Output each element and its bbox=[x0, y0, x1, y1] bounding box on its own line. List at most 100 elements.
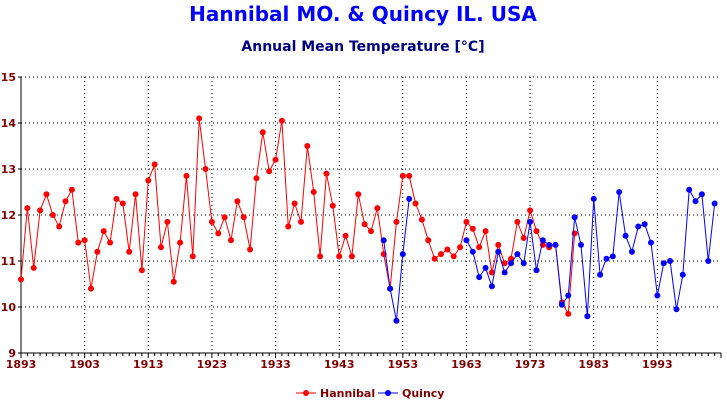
quincy-data-point bbox=[520, 260, 527, 267]
y-tick-label: 13 bbox=[1, 163, 16, 176]
hannibal-data-point bbox=[406, 172, 413, 179]
hannibal-line-segment bbox=[262, 132, 270, 172]
quincy-data-point bbox=[482, 264, 489, 271]
quincy-data-point bbox=[571, 214, 578, 221]
hannibal-data-point bbox=[88, 285, 94, 292]
hannibal-data-point bbox=[37, 207, 44, 214]
hannibal-data-point bbox=[565, 310, 572, 317]
quincy-data-point bbox=[558, 301, 565, 308]
hannibal-data-point bbox=[119, 200, 126, 207]
quincy-data-point bbox=[641, 221, 648, 228]
hannibal-line-segment bbox=[249, 178, 257, 250]
hannibal-line-segment bbox=[485, 231, 493, 273]
hannibal-data-point bbox=[361, 221, 368, 228]
quincy-data-point bbox=[667, 258, 674, 264]
quincy-data-point bbox=[488, 283, 495, 290]
hannibal-data-point bbox=[151, 161, 158, 168]
hannibal-line-segment bbox=[427, 240, 436, 259]
hannibal-data-point bbox=[393, 218, 400, 225]
hannibal-line-segment bbox=[122, 203, 130, 252]
x-tick-label: 1903 bbox=[69, 358, 100, 371]
hannibal-line-segment bbox=[109, 198, 117, 243]
hannibal-line-segment bbox=[135, 194, 143, 271]
x-tick-label: 1913 bbox=[133, 358, 164, 371]
quincy-data-point bbox=[565, 292, 572, 299]
hannibal-line-segment bbox=[205, 168, 213, 222]
quincy-line-segment bbox=[656, 263, 665, 296]
hannibal-data-point bbox=[469, 225, 476, 232]
quincy-data-point bbox=[597, 271, 604, 278]
hannibal-line-segment bbox=[71, 189, 79, 243]
hannibal-line-segment bbox=[351, 194, 359, 257]
quincy-line-segment bbox=[612, 191, 620, 257]
hannibal-data-point bbox=[310, 189, 317, 195]
x-tick-label: 1993 bbox=[642, 358, 673, 371]
quincy-data-point bbox=[527, 218, 534, 225]
quincy-line-segment bbox=[567, 217, 576, 296]
x-tick-label: 1953 bbox=[388, 358, 419, 371]
hannibal-data-point bbox=[75, 239, 82, 246]
quincy-data-point bbox=[380, 237, 387, 244]
hannibal-line-segment bbox=[20, 208, 28, 280]
legend-swatch-marker bbox=[303, 390, 309, 396]
quincy-series bbox=[380, 186, 718, 324]
quincy-line-segment bbox=[555, 244, 563, 305]
hannibal-data-point bbox=[158, 244, 164, 251]
hannibal-data-point bbox=[304, 143, 311, 149]
hannibal-data-point bbox=[253, 175, 260, 182]
x-tick-label: 1933 bbox=[260, 358, 291, 371]
quincy-data-point bbox=[673, 306, 680, 313]
hannibal-line-segment bbox=[281, 120, 289, 227]
quincy-line-segment bbox=[574, 217, 582, 246]
hannibal-data-point bbox=[240, 214, 247, 221]
quincy-data-point bbox=[508, 260, 514, 267]
quincy-line-segment bbox=[389, 288, 397, 321]
hannibal-line-segment bbox=[319, 173, 327, 257]
hannibal-data-point bbox=[113, 195, 120, 202]
hannibal-data-point bbox=[444, 246, 451, 253]
hannibal-line-segment bbox=[472, 228, 480, 248]
hannibal-data-point bbox=[450, 253, 457, 260]
hannibal-line-segment bbox=[523, 210, 531, 239]
hannibal-data-point bbox=[107, 239, 114, 246]
quincy-line-segment bbox=[485, 267, 493, 287]
quincy-line-segment bbox=[650, 242, 658, 296]
hannibal-data-point bbox=[399, 172, 406, 179]
hannibal-line-segment bbox=[459, 221, 467, 248]
quincy-data-point bbox=[495, 248, 502, 255]
hannibal-data-point bbox=[508, 255, 514, 262]
y-tick-label: 14 bbox=[1, 117, 17, 130]
hannibal-data-point bbox=[259, 129, 266, 136]
hannibal-line-segment bbox=[224, 217, 232, 241]
hannibal-line-segment bbox=[96, 230, 105, 252]
quincy-data-point bbox=[578, 241, 584, 248]
legend-item-quincy: Quincy bbox=[378, 387, 444, 400]
quincy-data-point bbox=[616, 189, 623, 195]
hannibal-data-point bbox=[298, 218, 304, 225]
quincy-data-point bbox=[501, 269, 508, 276]
hannibal-line-segment bbox=[166, 221, 175, 282]
hannibal-data-point bbox=[208, 218, 215, 225]
hannibal-line-segment bbox=[154, 164, 162, 248]
quincy-data-point bbox=[463, 237, 470, 244]
quincy-line-segment bbox=[491, 251, 499, 287]
hannibal-line-segment bbox=[287, 203, 296, 227]
hannibal-data-point bbox=[476, 244, 483, 251]
hannibal-data-point bbox=[100, 228, 107, 235]
quincy-line-segment bbox=[529, 221, 537, 271]
quincy-line-segment bbox=[580, 244, 588, 317]
hannibal-data-point bbox=[457, 244, 464, 251]
hannibal-line-segment bbox=[294, 203, 302, 223]
quincy-data-point bbox=[590, 195, 597, 202]
quincy-data-point bbox=[628, 248, 635, 255]
chart-title: Hannibal MO. & Quincy IL. USA bbox=[189, 2, 537, 26]
hannibal-data-point bbox=[228, 237, 234, 244]
hannibal-data-point bbox=[81, 237, 88, 244]
hannibal-data-point bbox=[221, 214, 228, 221]
x-tick-label: 1983 bbox=[578, 358, 609, 371]
hannibal-line-segment bbox=[376, 208, 385, 255]
hannibal-line-segment bbox=[179, 175, 187, 243]
hannibal-data-point bbox=[30, 264, 37, 271]
quincy-data-point bbox=[692, 198, 699, 205]
y-tick-label: 10 bbox=[1, 301, 17, 314]
